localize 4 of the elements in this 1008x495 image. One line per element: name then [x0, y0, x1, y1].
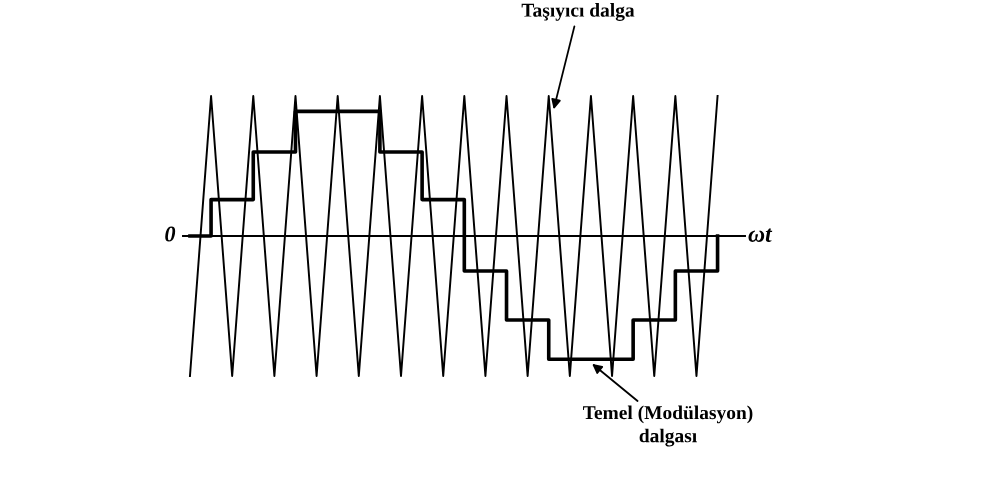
text: 0	[165, 226, 176, 242]
x-axis-title: ωt	[748, 228, 773, 242]
text: Taşıyıcı dalga	[521, 3, 635, 21]
text: Temel (Modülasyon) dalgası	[583, 405, 753, 447]
